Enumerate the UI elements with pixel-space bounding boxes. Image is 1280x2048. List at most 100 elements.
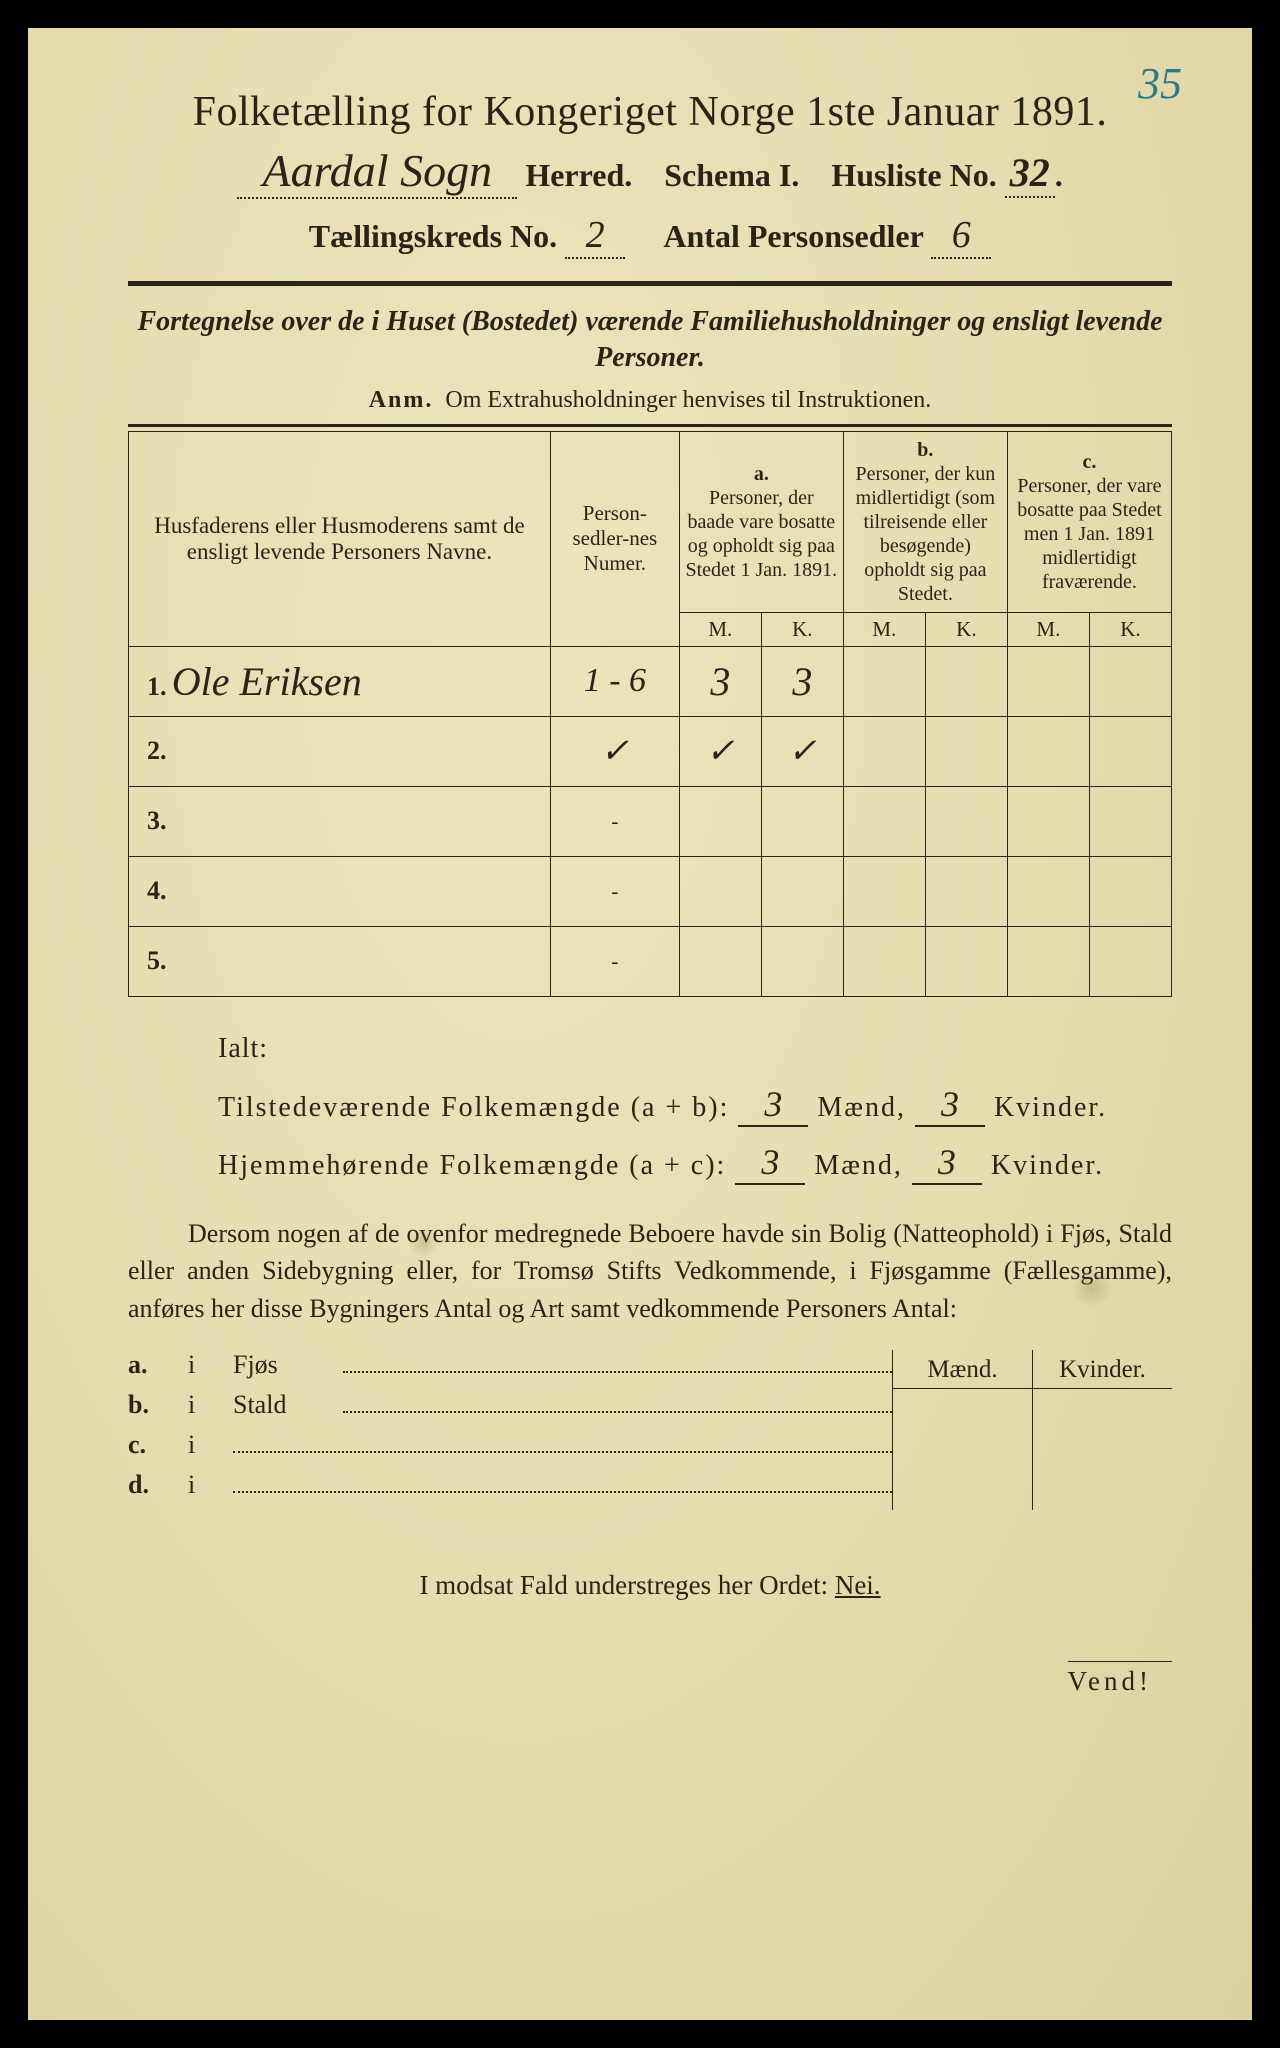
vend-label: Vend! (1068, 1661, 1172, 1697)
totals-block: Ialt: Tilstedeværende Folkemængde (a + b… (218, 1033, 1172, 1185)
kreds-line: Tællingskreds No. 2 Antal Personsedler 6 (128, 213, 1172, 259)
form-title: Folketælling for Kongeriget Norge 1ste J… (128, 88, 1172, 136)
cell-numer: - (550, 786, 679, 856)
anm-prefix: Anm. (369, 387, 434, 413)
row-num: 3. (129, 786, 551, 856)
page-frame: 35 Folketælling for Kongeriget Norge 1st… (0, 0, 1280, 2048)
maend-label: Mænd, (814, 1150, 903, 1181)
category: Fjøs (233, 1350, 343, 1380)
table-row: 4. - (129, 856, 1172, 926)
dotted-line (343, 1395, 892, 1413)
antal-label: Antal Personsedler (663, 218, 923, 254)
col-a-k: K. (761, 612, 843, 646)
category: Stald (233, 1390, 343, 1420)
fortegnelse-heading: Fortegnelse over de i Huset (Bostedet) v… (128, 304, 1172, 377)
kreds-number: 2 (565, 213, 625, 259)
row-num: 5. (129, 926, 551, 996)
anm-text: Om Extrahusholdninger henvises til Instr… (445, 387, 931, 413)
tilstede-row: Tilstedeværende Folkemængde (a + b): 3 M… (218, 1083, 1172, 1127)
col-a-label: a. (754, 463, 769, 485)
row-num: 1. (147, 672, 167, 701)
col-b-header: b. Personer, der kun midlertidigt (som t… (843, 431, 1007, 612)
list-item: b. i Stald (128, 1390, 892, 1420)
hjemme-row: Hjemmehørende Folkemængde (a + c): 3 Mæn… (218, 1141, 1172, 1185)
cell-b-k (925, 646, 1007, 716)
hjemme-label: Hjemmehørende Folkemængde (a + c): (218, 1150, 726, 1181)
ialt-label: Ialt: (218, 1033, 1172, 1065)
col-c-label: c. (1082, 451, 1096, 473)
tilstede-m-value: 3 (738, 1083, 808, 1127)
col-c-k: K. (1089, 612, 1171, 646)
outbuildings-list: a. i Fjøs b. i Stald c. i d. (128, 1350, 892, 1510)
col-b-text: Personer, der kun midlertidigt (som tilr… (856, 463, 996, 605)
table-row: 1. Ole Eriksen 1 - 6 3 3 (129, 646, 1172, 716)
cell-c-k (1089, 716, 1171, 786)
kreds-label: Tællingskreds No. (309, 218, 557, 254)
census-form-page: 35 Folketælling for Kongeriget Norge 1st… (28, 28, 1252, 2020)
tilstede-label: Tilstedeværende Folkemængde (a + b): (218, 1092, 729, 1123)
table-row: 5. - (129, 926, 1172, 996)
kvinder-label: Kvinder. (991, 1150, 1104, 1181)
row-num: 4. (129, 856, 551, 926)
col-c-header: c. Personer, der vare bosatte paa Stedet… (1007, 431, 1171, 612)
herred-name-handwritten: Aardal Sogn (237, 144, 517, 199)
cell-b-m (843, 716, 925, 786)
cell-numer: - (550, 926, 679, 996)
cell-a-k: ✓ (788, 733, 817, 770)
i-label: i (188, 1350, 233, 1380)
row-letter: a. (128, 1350, 188, 1380)
i-label: i (188, 1430, 233, 1460)
i-label: i (188, 1470, 233, 1500)
paper-stain (408, 1228, 438, 1258)
maend-label: Mænd, (817, 1092, 906, 1123)
tilstede-k-value: 3 (915, 1083, 985, 1127)
row-num: 2. (129, 716, 551, 786)
mk-rule (893, 1388, 1172, 1389)
cell-b-m (843, 646, 925, 716)
table-row: 3. - (129, 786, 1172, 856)
outbuildings-block: a. i Fjøs b. i Stald c. i d. (128, 1350, 1172, 1510)
cell-c-m (1007, 716, 1089, 786)
kvinder-label: Kvinder. (994, 1092, 1107, 1123)
rule-1 (128, 281, 1172, 286)
cell-numer: ✓ (601, 733, 630, 770)
cell-c-k (1089, 646, 1171, 716)
nei-underlined: Nei. (835, 1570, 881, 1600)
hjemme-k-value: 3 (912, 1141, 982, 1185)
archive-page-number: 35 (1138, 58, 1182, 109)
col-b-label: b. (917, 439, 933, 461)
list-item: a. i Fjøs (128, 1350, 892, 1380)
hjemme-m-value: 3 (735, 1141, 805, 1185)
mk-columns: Mænd. Kvinder. (892, 1350, 1172, 1510)
list-item: c. i (128, 1430, 892, 1460)
herred-line: Aardal Sogn Herred. Schema I. Husliste N… (128, 144, 1172, 199)
table-body: 1. Ole Eriksen 1 - 6 3 3 2. ✓ ✓ ✓ (129, 646, 1172, 996)
anm-note: Anm. Om Extrahusholdninger henvises til … (128, 387, 1172, 414)
col-c-text: Personer, der vare bosatte paa Stedet me… (1017, 475, 1161, 593)
col-a-m: M. (679, 612, 761, 646)
col-a-text: Personer, der baade vare bosatte og opho… (686, 487, 838, 581)
col-numer-header: Person-sedler-nes Numer. (550, 431, 679, 646)
schema-label: Schema I. (664, 157, 799, 193)
i-label: i (188, 1390, 233, 1420)
table-row: 2. ✓ ✓ ✓ (129, 716, 1172, 786)
modsat-text: I modsat Fald understreges her Ordet: (419, 1570, 828, 1600)
list-item: d. i (128, 1470, 892, 1500)
kvinder-col-header: Kvinder. (1033, 1350, 1172, 1510)
dotted-line (233, 1475, 892, 1493)
col-names-header: Husfaderens eller Husmoderens samt de en… (129, 431, 551, 646)
antal-value: 6 (931, 213, 991, 259)
col-c-m: M. (1007, 612, 1089, 646)
cell-numer: - (550, 856, 679, 926)
modsat-line: I modsat Fald understreges her Ordet: Ne… (128, 1570, 1172, 1601)
cell-numer: 1 - 6 (584, 662, 646, 699)
row-letter: c. (128, 1430, 188, 1460)
cell-a-k: 3 (792, 659, 812, 704)
col-b-m: M. (843, 612, 925, 646)
dersom-paragraph: Dersom nogen af de ovenfor medregnede Be… (128, 1215, 1172, 1328)
cell-a-m: ✓ (706, 733, 735, 770)
col-a-header: a. Personer, der baade vare bosatte og o… (679, 431, 843, 612)
husliste-number: 32 (1005, 149, 1055, 198)
cell-b-k (925, 716, 1007, 786)
husliste-label: Husliste No. (831, 157, 996, 193)
